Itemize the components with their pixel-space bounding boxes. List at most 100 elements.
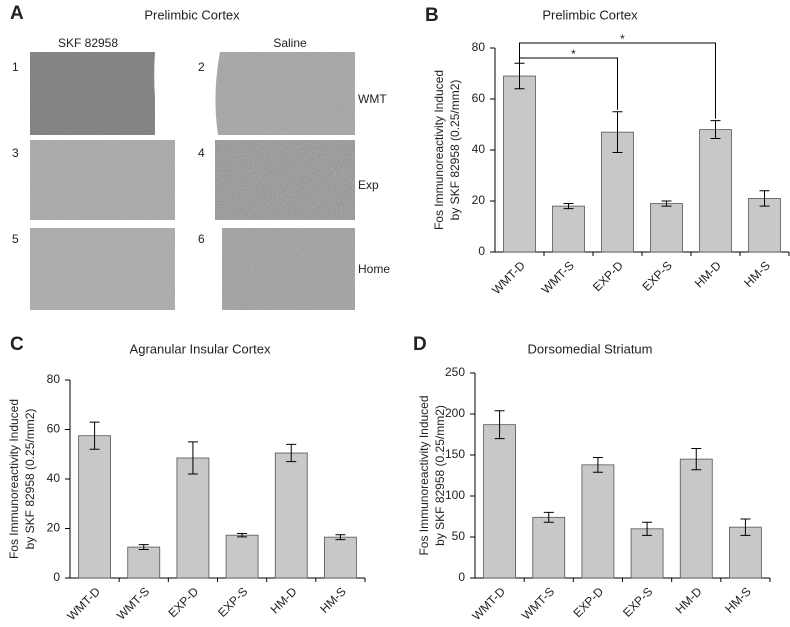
bar [176, 457, 210, 579]
x-tick-label: WMT-S [114, 584, 152, 622]
error-bar [286, 443, 297, 463]
bar [274, 452, 308, 579]
y-tick-label: 150 [445, 447, 465, 461]
panel-title: Prelimbic Cortex [144, 7, 240, 22]
y-axis-label: Fos Immunoreactivity Induced [432, 70, 446, 230]
panel-label: B [425, 5, 439, 26]
bar [748, 198, 781, 253]
chart-title: Prelimbic Cortex [542, 7, 638, 22]
bar [532, 516, 566, 579]
error-bar [710, 120, 721, 140]
error-bar [89, 421, 100, 450]
significance-bracket [519, 42, 716, 119]
x-tick-label: WMT-D [469, 584, 508, 623]
bar [679, 458, 713, 579]
y-tick-label: 200 [445, 406, 465, 420]
y-tick-label: 250 [445, 365, 465, 379]
image-number: 6 [198, 232, 205, 246]
y-tick-label: 100 [445, 488, 465, 502]
significance-label: * [571, 47, 576, 61]
error-bar [759, 190, 770, 207]
bar [225, 534, 259, 579]
x-tick-label: EXP-S [215, 584, 250, 619]
y-tick-label: 20 [472, 193, 486, 207]
x-tick-label: EXP-D [570, 584, 606, 620]
x-tick-label: EXP-D [590, 258, 626, 294]
panel-label: C [10, 334, 24, 355]
image-number: 2 [198, 60, 205, 74]
y-tick-label: 80 [472, 40, 486, 54]
chart-title: Dorsomedial Striatum [528, 341, 653, 356]
bar [630, 528, 664, 579]
image-number: 1 [12, 60, 19, 74]
panel-a: A Prelimbic Cortex SKF 82958 Saline 1 2 … [10, 3, 390, 310]
y-tick-label: 20 [47, 521, 61, 535]
y-tick-label: 60 [47, 422, 61, 436]
error-bar [612, 111, 623, 154]
error-bar [563, 203, 574, 210]
y-tick-label: 0 [478, 244, 485, 258]
y-axis-label: Fos Immunoreactivity Induced [417, 395, 431, 555]
bar [127, 546, 161, 579]
y-tick-label: 60 [472, 91, 486, 105]
x-tick-label: HM-S [741, 258, 773, 290]
column-label: Saline [273, 36, 307, 50]
error-bar [237, 532, 248, 538]
error-bar [740, 518, 751, 536]
bar [581, 464, 615, 579]
x-tick-label: WMT-D [489, 258, 528, 297]
error-bar [187, 441, 198, 475]
bar [552, 205, 585, 253]
error-bar [661, 200, 672, 207]
bar [650, 203, 683, 253]
column-label: SKF 82958 [58, 36, 118, 50]
bar [78, 435, 111, 579]
row-label: WMT [358, 92, 387, 106]
image-number: 3 [12, 146, 19, 160]
chart-title: Agranular Insular Cortex [130, 341, 271, 356]
y-axis-label: by SKF 82958 (0.25/mm2) [448, 80, 462, 221]
x-tick-label: WMT-D [64, 584, 103, 623]
micrograph [210, 52, 355, 135]
row-label: Exp [358, 178, 379, 192]
error-bar [642, 521, 653, 536]
y-axis-label: by SKF 82958 (0.25/mm2) [23, 409, 37, 550]
y-tick-label: 50 [452, 529, 466, 543]
x-tick-label: WMT-S [519, 584, 557, 622]
x-tick-label: EXP-S [620, 584, 655, 619]
x-tick-label: HM-S [317, 584, 349, 616]
micrograph [222, 228, 355, 310]
image-number: 5 [12, 232, 19, 246]
panel-label: A [10, 3, 24, 24]
bar [324, 536, 357, 579]
y-tick-label: 80 [47, 372, 61, 386]
error-bar [494, 410, 505, 440]
image-number: 4 [198, 146, 205, 160]
bar [483, 424, 516, 579]
micrograph [30, 52, 175, 135]
y-tick-label: 0 [458, 570, 465, 584]
x-tick-label: EXP-D [165, 584, 201, 620]
y-axis-label: Fos Immunoreactivity Induced [7, 399, 21, 559]
y-tick-label: 0 [53, 570, 60, 584]
panel-label: D [413, 334, 427, 355]
y-tick-label: 40 [47, 471, 61, 485]
x-tick-label: WMT-S [539, 258, 577, 296]
x-tick-label: EXP-S [639, 258, 674, 293]
micrograph [215, 140, 355, 220]
bar [601, 131, 634, 253]
micrograph [30, 228, 175, 310]
row-label: Home [358, 262, 390, 276]
x-tick-label: HM-S [722, 584, 754, 616]
error-bar [335, 534, 346, 541]
y-tick-label: 40 [472, 142, 486, 156]
significance-label: * [620, 32, 625, 46]
y-axis-label: by SKF 82958 (0.25/mm2) [433, 405, 447, 546]
x-tick-label: HM-D [673, 584, 705, 616]
bar [503, 75, 536, 253]
error-bar [691, 447, 702, 471]
error-bar [592, 456, 603, 473]
error-bar [543, 511, 554, 523]
x-tick-label: HM-D [692, 258, 724, 290]
